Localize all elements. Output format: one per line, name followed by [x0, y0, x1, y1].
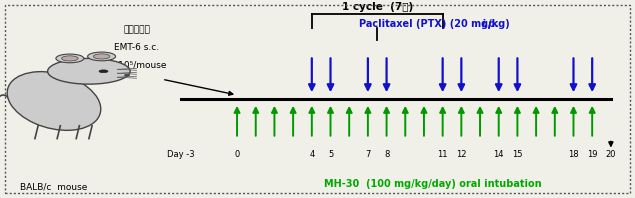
Text: Day -3: Day -3 [167, 150, 195, 159]
Circle shape [93, 54, 110, 59]
Circle shape [124, 74, 130, 76]
Text: 2×10⁵/mouse: 2×10⁵/mouse [106, 61, 167, 70]
Text: 7: 7 [365, 150, 371, 159]
Circle shape [56, 54, 84, 63]
Text: 14: 14 [493, 150, 504, 159]
Text: 1 cycle  (7일): 1 cycle (7일) [342, 2, 413, 12]
Text: 11: 11 [438, 150, 448, 159]
Text: BALB/c  mouse: BALB/c mouse [20, 183, 88, 192]
Circle shape [99, 70, 108, 73]
Text: 18: 18 [568, 150, 578, 159]
Circle shape [88, 52, 116, 61]
Text: Paclitaxel (PTX) (20 mg/kg): Paclitaxel (PTX) (20 mg/kg) [359, 19, 514, 29]
Text: MH-30  (100 mg/kg/day) oral intubation: MH-30 (100 mg/kg/day) oral intubation [324, 179, 542, 189]
Text: EMT-6 s.c.: EMT-6 s.c. [114, 43, 159, 52]
Text: 5: 5 [328, 150, 333, 159]
Circle shape [62, 56, 78, 61]
Text: i.p.: i.p. [482, 19, 500, 29]
Text: 4: 4 [309, 150, 314, 159]
Text: 20: 20 [606, 150, 616, 159]
Text: 19: 19 [587, 150, 598, 159]
Ellipse shape [7, 72, 101, 130]
Text: 8: 8 [384, 150, 389, 159]
Text: 12: 12 [456, 150, 467, 159]
Text: 15: 15 [512, 150, 523, 159]
Text: 0: 0 [234, 150, 239, 159]
Text: 유방암세포: 유방암세포 [123, 25, 150, 34]
Circle shape [48, 58, 130, 84]
